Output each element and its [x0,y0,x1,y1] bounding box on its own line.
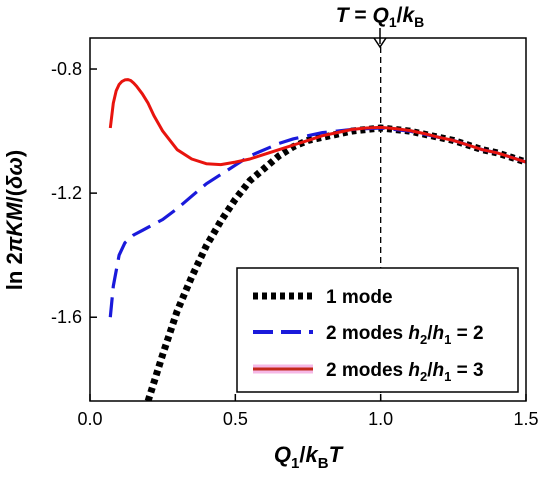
series-layer [108,78,526,401]
legend-label-2-modes-h3: 2 modes h2/h1 = 3 [326,360,484,384]
annotation-label: T = Q1/kB [336,4,425,30]
plot-frame [89,37,527,402]
x-axis-title: Q1/kBT [274,442,344,472]
legend-label-1-mode: 1 mode [326,287,393,308]
y-tick-label: -0.8 [51,59,82,79]
annotation-arrow [373,28,387,49]
x-tick-label: 0.5 [223,409,248,429]
x-tick-label: 1.0 [368,409,393,429]
series-line-3 [108,78,526,167]
x-tick-label: 0.0 [77,409,102,429]
tick-layer: 0.0 0.5 1.0 1.5 -0.8 -1.2 -1.6 [51,59,539,429]
legend-label-2-modes-h2: 2 modes h2/h1 = 2 [326,323,484,347]
series-line-2 [108,126,526,318]
y-axis-title: ln 2πKM/(δω) [2,150,27,290]
x-tick-label: 1.5 [513,409,538,429]
y-tick-label: -1.6 [51,307,82,327]
legend: 1 mode 2 modes h2/h1 = 2 2 modes h2/h1 =… [236,267,519,393]
y-tick-label: -1.2 [51,183,82,203]
series-line-1 [144,124,526,401]
